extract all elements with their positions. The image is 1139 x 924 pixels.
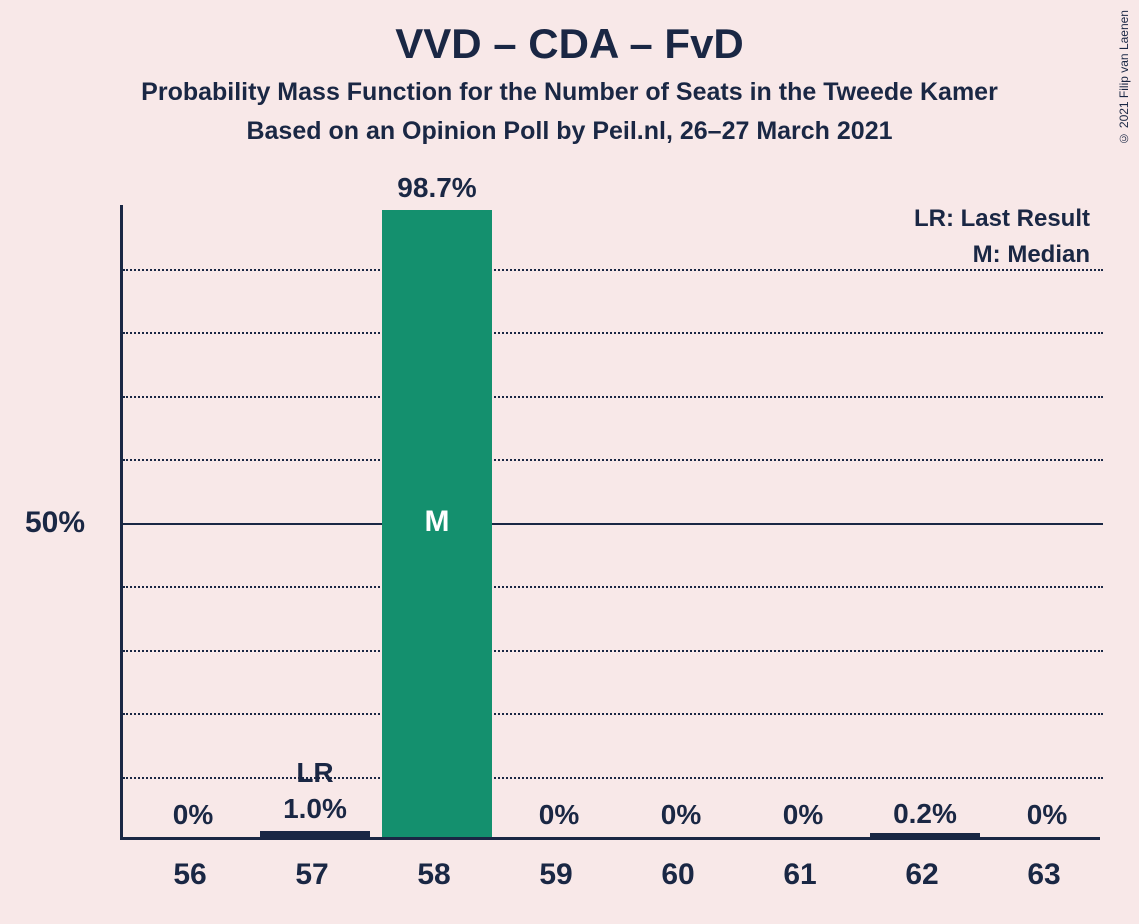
chart-subtitle: Probability Mass Function for the Number… xyxy=(0,78,1139,107)
x-axis-tick: 61 xyxy=(783,858,816,892)
bar-value-label: 0.2% xyxy=(870,798,980,830)
bar-value-label: 1.0% xyxy=(260,793,370,825)
x-axis-tick: 56 xyxy=(173,858,206,892)
x-axis-tick: 63 xyxy=(1027,858,1060,892)
bar-value-label: 0% xyxy=(504,799,614,831)
gridline-minor xyxy=(123,459,1103,461)
chart-plot: 0%1.0%LR98.7%M0%0%0%0.2%0% xyxy=(120,205,1100,840)
lr-marker: LR xyxy=(260,757,370,789)
bar-value-label: 0% xyxy=(992,799,1102,831)
bar xyxy=(260,831,370,837)
x-axis-tick: 58 xyxy=(417,858,450,892)
chart-header: VVD – CDA – FvD Probability Mass Functio… xyxy=(0,0,1139,146)
gridline-major xyxy=(123,523,1103,525)
gridline-minor xyxy=(123,396,1103,398)
gridline-minor xyxy=(123,650,1103,652)
x-axis-tick: 57 xyxy=(295,858,328,892)
y-axis-label: 50% xyxy=(25,506,85,540)
x-axis-tick: 62 xyxy=(905,858,938,892)
chart-area: LR: Last Result M: Median 0%1.0%LR98.7%M… xyxy=(120,205,1100,840)
x-axis-tick: 60 xyxy=(661,858,694,892)
bar-value-label: 98.7% xyxy=(382,172,492,204)
bar-value-label: 0% xyxy=(748,799,858,831)
chart-title: VVD – CDA – FvD xyxy=(0,20,1139,68)
x-axis-tick: 59 xyxy=(539,858,572,892)
gridline-minor xyxy=(123,713,1103,715)
gridline-minor xyxy=(123,269,1103,271)
m-marker: M xyxy=(382,505,492,539)
bar xyxy=(870,833,980,837)
chart-subtitle2: Based on an Opinion Poll by Peil.nl, 26–… xyxy=(0,117,1139,146)
gridline-minor xyxy=(123,332,1103,334)
bar-value-label: 0% xyxy=(626,799,736,831)
bar-value-label: 0% xyxy=(138,799,248,831)
gridline-minor xyxy=(123,586,1103,588)
copyright-text: © 2021 Filip van Laenen xyxy=(1117,10,1131,145)
